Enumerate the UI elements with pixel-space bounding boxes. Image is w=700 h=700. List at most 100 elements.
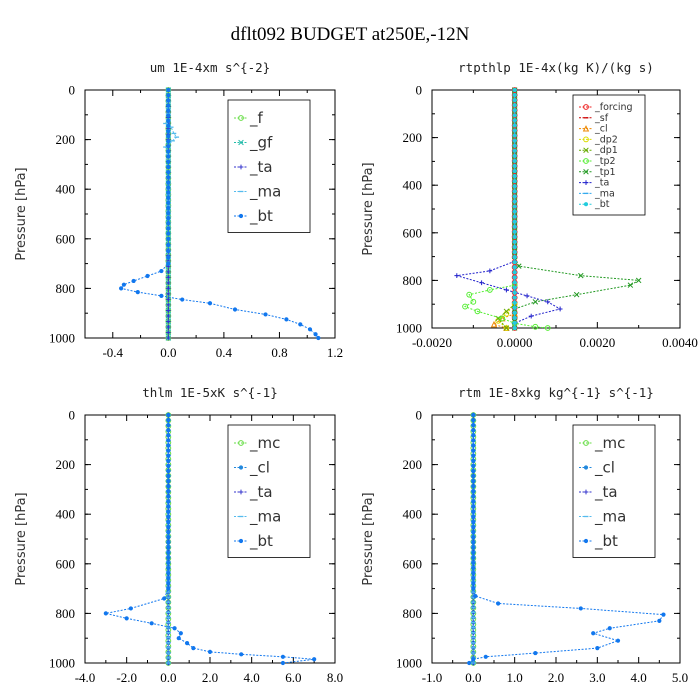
series-bt-point: [578, 606, 583, 611]
series-bt-point: [166, 103, 171, 108]
series-tp2-point: [462, 303, 468, 310]
legend-box: [227, 99, 311, 233]
series-bt-point: [280, 660, 286, 666]
series-bt-point: [473, 593, 478, 599]
series-bt-point: [166, 164, 171, 170]
series-ta-point: [165, 297, 171, 302]
x-tick-label: 3.0: [589, 670, 605, 685]
series-bt-point: [166, 226, 171, 231]
series-bt-point: [166, 499, 171, 504]
series-bt-point: [166, 113, 171, 118]
series-bt-point: [166, 205, 171, 211]
series-tp2-point: [470, 298, 477, 305]
series-bt-point: [512, 118, 517, 123]
panel-title: um 1E-4xm s^{-2}: [150, 60, 270, 75]
legend-label: _f: [249, 109, 264, 128]
legend-label: _cl: [594, 124, 608, 135]
y-tick-label: 600: [403, 225, 423, 240]
y-tick-label: 0: [69, 408, 76, 423]
series-bt-point: [166, 98, 171, 103]
legend-marker: [583, 440, 589, 446]
series-bt-point: [166, 159, 171, 164]
x-tick-label: 8.0: [327, 670, 343, 685]
series-bt-point: [512, 255, 517, 260]
series-bt-point: [263, 312, 268, 317]
x-tick-label: 0.0000: [497, 335, 533, 350]
x-tick-label: -1.0: [422, 670, 443, 685]
series-bt-point: [471, 423, 476, 428]
legend-marker: [583, 169, 589, 175]
y-tick-label: 200: [56, 457, 76, 472]
series-bt-point: [166, 149, 171, 154]
series-tp1-point: [532, 299, 539, 305]
series-bt-point: [512, 295, 517, 300]
series-bt-point: [166, 211, 171, 216]
legend-marker: [238, 440, 244, 446]
chart-panel-4: rtm 1E-8xkg kg^{-1} s^{-1} 0 200 400 600 800 1…: [361, 385, 688, 685]
legend-marker: [583, 465, 589, 470]
legend-marker: [583, 136, 589, 143]
series-bt-point: [471, 499, 476, 504]
y-tick-label: 800: [403, 273, 423, 288]
series-bt-point: [471, 453, 476, 458]
series-bt: [467, 412, 666, 666]
series-bt-point: [166, 535, 171, 540]
series-bt-point: [471, 479, 476, 484]
series-bt-point: [512, 128, 517, 133]
series-bt-point: [166, 134, 171, 139]
series-bt-point: [512, 224, 517, 229]
series-bt-point: [471, 489, 476, 494]
y-tick-label: 800: [56, 606, 76, 621]
x-tick-label: 2.0: [548, 670, 564, 685]
legend-marker: [583, 147, 589, 153]
series-bt-point: [166, 545, 171, 550]
series-bt-point: [307, 327, 313, 332]
series-bt-point: [471, 474, 476, 479]
y-tick-label: 400: [56, 182, 76, 197]
series-tp2-line: [463, 284, 548, 329]
x-tick-label: 0.8: [271, 345, 287, 360]
series-bt-point: [159, 268, 164, 274]
panel-title: thlm 1E-5xK s^{-1}: [142, 385, 277, 400]
y-tick-label: 0: [416, 408, 423, 423]
y-tick-label: 400: [403, 507, 423, 522]
series-bt-point: [207, 301, 213, 306]
series-bt-point: [284, 317, 289, 322]
series-bt-point: [512, 270, 517, 275]
series-bt-point: [166, 185, 171, 190]
series-bt-point: [166, 261, 171, 266]
x-tick-label: -4.0: [75, 670, 96, 685]
series-tp2-point: [499, 315, 506, 322]
series-tp1-point: [627, 282, 634, 288]
series-bt-point: [166, 123, 171, 129]
series-bt-point: [135, 290, 140, 295]
y-tick-label: 200: [403, 457, 423, 472]
series-bt-point: [512, 143, 517, 148]
series-bt-point: [166, 144, 171, 149]
series-bt-point: [166, 479, 171, 484]
series-bt-point: [119, 286, 124, 291]
series-bt-point: [166, 463, 171, 469]
series-bt-point: [471, 515, 476, 520]
series-cl-point: [490, 320, 498, 328]
x-axis: -4.0 -2.0 0.0 2.0 4.0 6.0 8.0: [75, 415, 343, 685]
series-ta-point: [165, 330, 171, 335]
x-tick-label: 0.0: [160, 345, 176, 360]
series-bt-point: [471, 428, 476, 433]
x-tick-label: 0.0: [160, 670, 176, 685]
legend-label: _ma: [249, 508, 281, 527]
series-bt-point: [471, 469, 476, 474]
legend-marker: [238, 538, 244, 544]
legend-label: _mc: [249, 434, 280, 453]
series-bt-point: [471, 550, 476, 555]
y-axis-label: Pressure [hPa]: [361, 162, 376, 255]
y-tick-label: 600: [56, 556, 76, 571]
series-bt-point: [471, 525, 476, 530]
series-bt-point: [162, 596, 167, 601]
series-bt-point: [103, 611, 108, 616]
series-bt-point: [166, 489, 171, 494]
series-bt-point: [166, 175, 171, 180]
series-bt-point: [166, 128, 171, 134]
y-axis: 0 200 400 600 800 1000: [49, 83, 335, 346]
series-group: [103, 412, 317, 666]
